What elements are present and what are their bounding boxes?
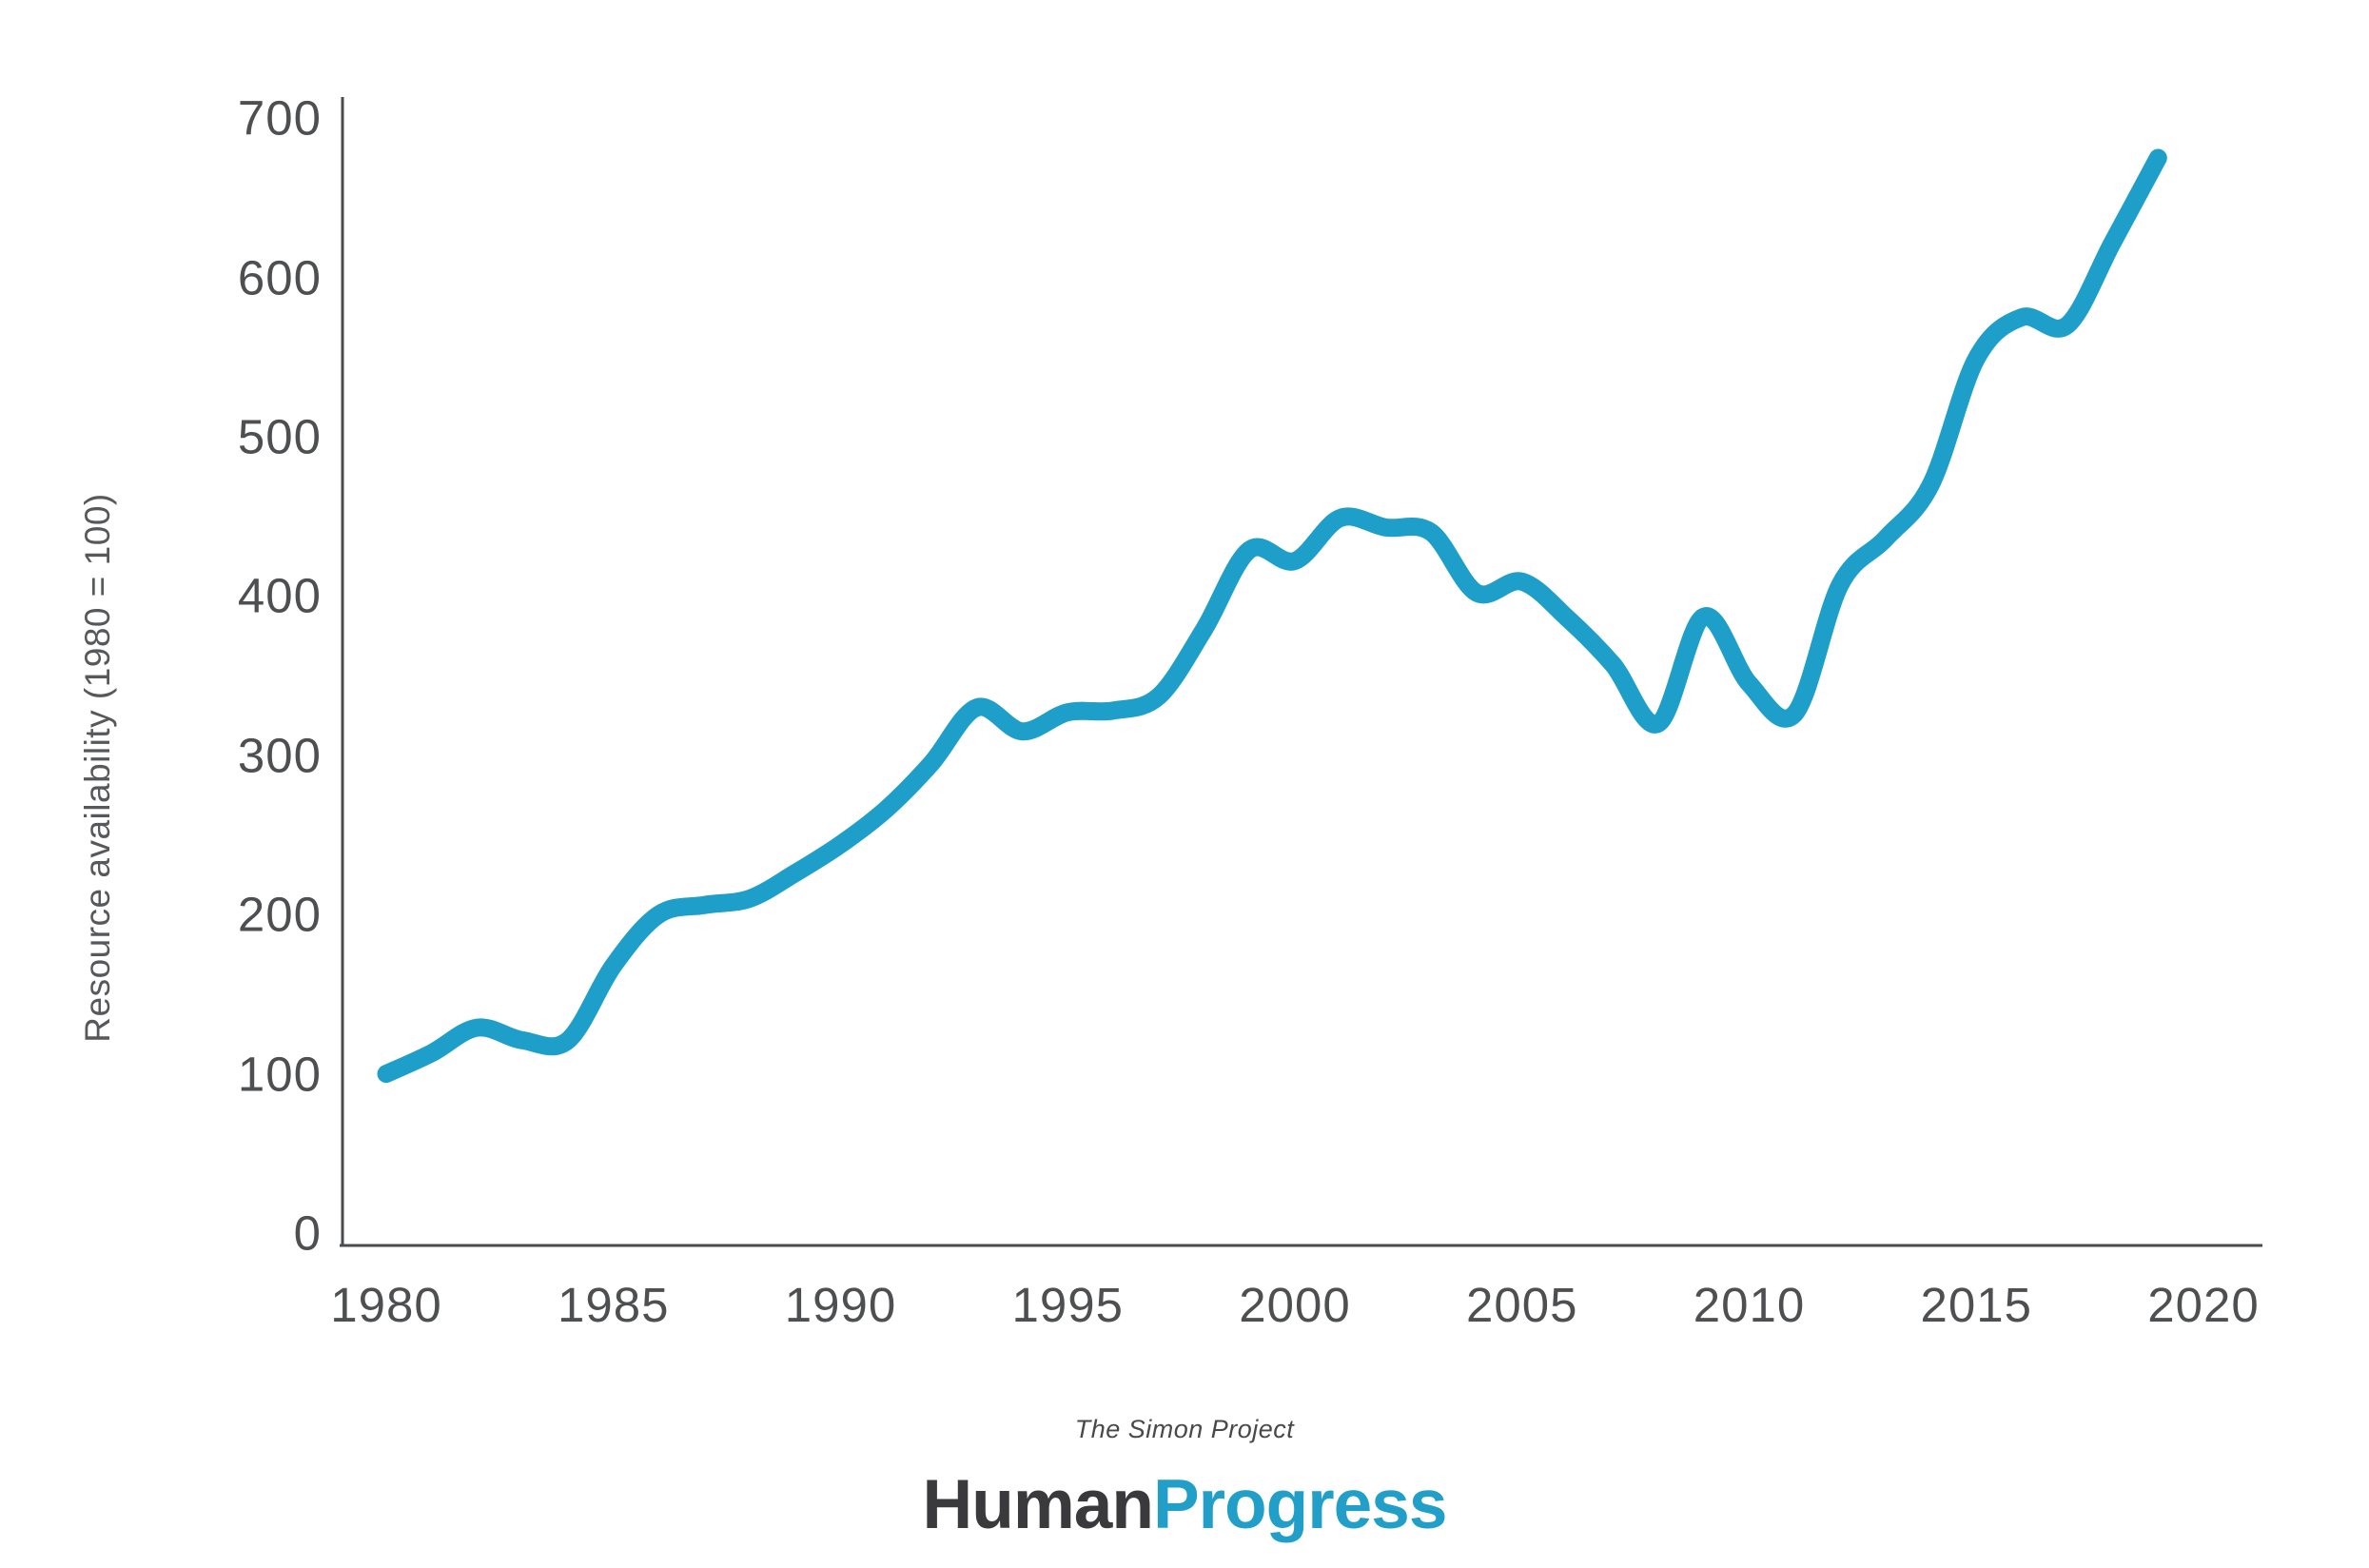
x-tick-label: 2000 (1239, 1278, 1351, 1332)
y-axis-title: Resource availability (1980 = 100) (78, 493, 117, 1043)
y-tick-label: 300 (237, 728, 322, 783)
y-tick-label: 0 (293, 1205, 322, 1261)
data-series-line (377, 148, 2167, 1084)
x-tick-label: 1990 (784, 1278, 897, 1332)
footer-tagline: The Simon Project (1074, 1415, 1295, 1443)
brand-logo-progress: Progress (1152, 1466, 1447, 1543)
x-tick-label: 1980 (330, 1278, 442, 1332)
x-tick-label: 2005 (1466, 1278, 1578, 1332)
brand-logo: HumanProgress (0, 1465, 2369, 1544)
y-tick-label: 600 (237, 250, 322, 305)
y-tick-label: 500 (237, 409, 322, 464)
x-tick-label: 2020 (2147, 1278, 2260, 1332)
y-tick-label: 200 (237, 887, 322, 942)
x-tick-label: 2010 (1693, 1278, 1806, 1332)
y-tick-label: 700 (237, 90, 322, 146)
x-tick-label: 2015 (1920, 1278, 2032, 1332)
y-tick-label: 100 (237, 1047, 322, 1102)
brand-logo-human: Human (922, 1466, 1154, 1543)
x-tick-label: 1985 (558, 1278, 670, 1332)
y-tick-label: 400 (237, 568, 322, 623)
x-tick-label: 1995 (1011, 1278, 1124, 1332)
